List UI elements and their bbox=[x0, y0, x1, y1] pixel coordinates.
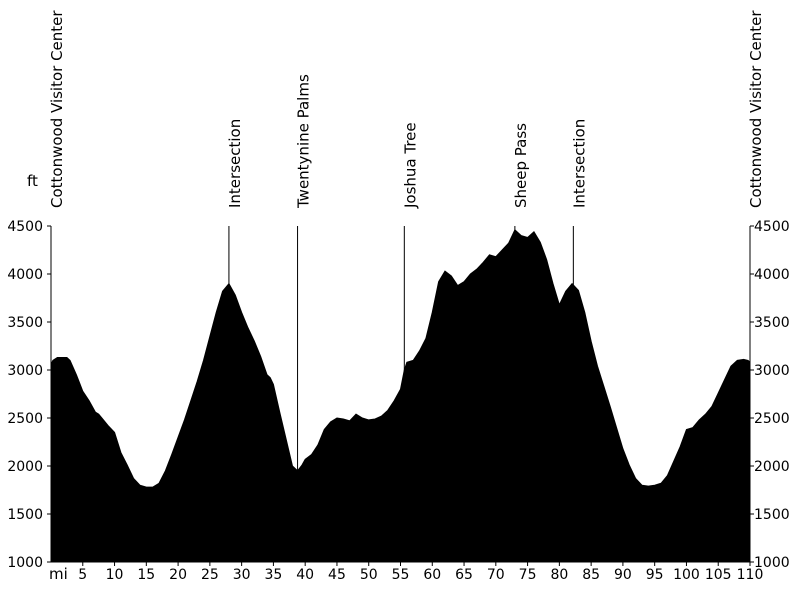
x-tick-label-55: 55 bbox=[392, 567, 410, 583]
labels-layer: 1000 1000 1500 1500 2000 2000 2500 2500 3000 3000… bbox=[7, 10, 789, 583]
y-tick-label-right-1000: 1000 bbox=[754, 555, 790, 571]
y-tick-label-left-4000: 4000 bbox=[7, 267, 43, 283]
waypoint-label-0: Cottonwood Visitor Center bbox=[48, 10, 66, 208]
y-tick-label-left-4500: 4500 bbox=[7, 219, 43, 235]
waypoint-label-5: Intersection bbox=[570, 119, 588, 208]
x-tick-label-80: 80 bbox=[550, 567, 568, 583]
x-tick-label-85: 85 bbox=[582, 567, 600, 583]
x-tick-label-100: 100 bbox=[673, 567, 700, 583]
x-axis-unit-label: mi bbox=[49, 565, 68, 583]
y-tick-label-left-3500: 3500 bbox=[7, 315, 43, 331]
y-tick-label-left-2000: 2000 bbox=[7, 459, 43, 475]
x-tick-label-20: 20 bbox=[169, 567, 187, 583]
x-tick-label-65: 65 bbox=[455, 567, 473, 583]
x-tick-label-15: 15 bbox=[137, 567, 155, 583]
y-tick-label-left-1000: 1000 bbox=[7, 555, 43, 571]
waypoint-label-4: Sheep Pass bbox=[512, 123, 530, 208]
waypoint-label-1: Intersection bbox=[226, 119, 244, 208]
axes-layer bbox=[47, 225, 754, 566]
y-tick-label-right-3500: 3500 bbox=[754, 315, 790, 331]
y-tick-label-right-2500: 2500 bbox=[754, 411, 790, 427]
y-tick-label-right-4500: 4500 bbox=[754, 219, 790, 235]
x-tick-label-60: 60 bbox=[423, 567, 441, 583]
x-tick-label-10: 10 bbox=[106, 567, 124, 583]
y-tick-label-right-1500: 1500 bbox=[754, 507, 790, 523]
elevation-area-layer bbox=[50, 229, 751, 563]
y-tick-label-left-2500: 2500 bbox=[7, 411, 43, 427]
y-tick-label-right-2000: 2000 bbox=[754, 459, 790, 475]
x-tick-label-25: 25 bbox=[201, 567, 219, 583]
x-tick-label-5: 5 bbox=[78, 567, 87, 583]
waypoint-label-3: Joshua Tree bbox=[401, 122, 419, 209]
x-tick-label-45: 45 bbox=[328, 567, 346, 583]
x-tick-label-105: 105 bbox=[705, 567, 732, 583]
y-tick-label-right-3000: 3000 bbox=[754, 363, 790, 379]
x-tick-label-110: 110 bbox=[737, 567, 764, 583]
x-tick-label-70: 70 bbox=[487, 567, 505, 583]
x-tick-label-75: 75 bbox=[519, 567, 537, 583]
x-tick-label-40: 40 bbox=[296, 567, 314, 583]
waypoint-label-2: Twentynine Palms bbox=[295, 74, 313, 209]
x-tick-label-50: 50 bbox=[360, 567, 378, 583]
waypoint-label-6: Cottonwood Visitor Center bbox=[747, 10, 765, 208]
y-tick-label-left-1500: 1500 bbox=[7, 507, 43, 523]
x-tick-label-35: 35 bbox=[264, 567, 282, 583]
x-tick-label-30: 30 bbox=[233, 567, 251, 583]
x-tick-label-95: 95 bbox=[646, 567, 664, 583]
y-tick-label-left-3000: 3000 bbox=[7, 363, 43, 379]
x-tick-label-90: 90 bbox=[614, 567, 632, 583]
y-tick-label-right-4000: 4000 bbox=[754, 267, 790, 283]
y-axis-unit-label: ft bbox=[27, 172, 38, 190]
elevation-area bbox=[50, 229, 751, 563]
